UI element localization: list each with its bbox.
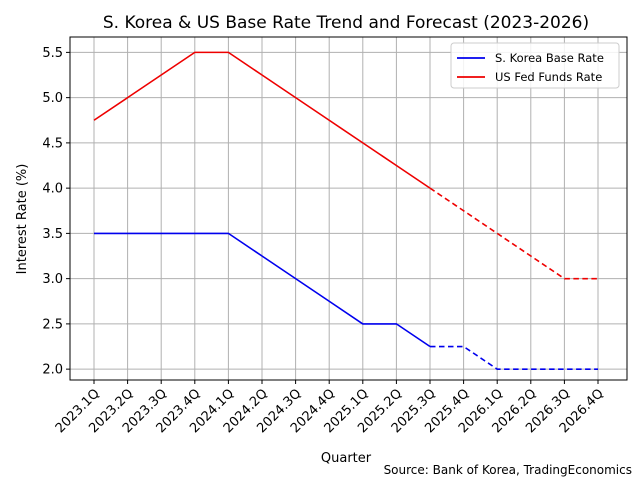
legend: S. Korea Base Rate US Fed Funds Rate [450,42,620,89]
y-tick-label: 5.5 [42,46,63,61]
legend-box [450,42,620,89]
y-tick-label: 4.5 [42,136,63,151]
series-line-actual [93,51,431,189]
y-axis-label: Interest Rate (%) [15,164,30,275]
series-line-actual [94,232,431,348]
y-tick-label: 2.5 [42,317,63,332]
legend-label: S. Korea Base Rate [495,51,604,65]
y-tick-label: 5.0 [42,91,63,106]
chart-title: S. Korea & US Base Rate Trend and Foreca… [103,13,589,33]
plot-frame [69,36,628,381]
plot-lines [93,51,598,370]
y-tick-label: 3.5 [42,227,63,242]
source-note: Source: Bank of Korea, TradingEconomics [384,463,632,477]
axis-ticks: 2023.1Q2023.2Q2023.3Q2023.4Q2024.1Q2024.… [42,46,607,436]
series-line-forecast [429,187,598,280]
grid [70,37,627,380]
y-tick-label: 2.0 [42,363,63,378]
series-line-forecast [430,345,598,370]
legend-label: US Fed Funds Rate [495,70,602,84]
y-tick-label: 4.0 [42,182,63,197]
x-axis-label: Quarter [321,451,372,466]
y-tick-label: 3.0 [42,272,63,287]
